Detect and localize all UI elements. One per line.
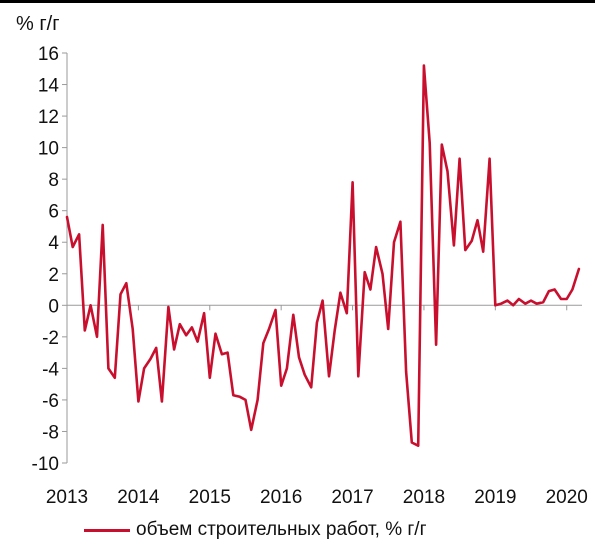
top-border xyxy=(0,0,595,3)
plot-area xyxy=(65,64,581,448)
y-tick-label: 16 xyxy=(38,44,59,65)
y-tick-label: 12 xyxy=(38,107,59,128)
y-tick-label: 10 xyxy=(38,139,59,160)
legend: объем строительных работ, % г/г xyxy=(84,518,427,542)
y-tick-label: -4 xyxy=(42,359,59,380)
y-tick-label: 8 xyxy=(48,170,59,191)
legend-line-swatch xyxy=(84,528,130,532)
y-tick-label: -10 xyxy=(32,454,59,475)
y-tick-label: -8 xyxy=(42,422,59,443)
y-tick-label: 2 xyxy=(48,265,59,286)
y-tick-label: 14 xyxy=(38,76,60,97)
y-tick-label: -6 xyxy=(42,391,59,412)
x-tick-label: 2020 xyxy=(546,487,588,508)
x-tick-label: 2018 xyxy=(403,487,445,508)
y-tick-label: 6 xyxy=(48,202,59,223)
x-tick-label: 2019 xyxy=(474,487,516,508)
series-line xyxy=(65,64,581,448)
legend-label: объем строительных работ, % г/г xyxy=(136,519,427,540)
y-axis: 16 14 12 10 8 6 4 2 0 -2 -4 -6 -8 -10 xyxy=(32,44,68,475)
x-tick-label: 2013 xyxy=(46,487,88,508)
y-tick-label: 0 xyxy=(48,296,59,317)
y-axis-label: % г/г xyxy=(16,13,60,35)
x-tick-label: 2016 xyxy=(260,487,302,508)
y-tick-label: 4 xyxy=(48,233,59,254)
x-tick-label: 2015 xyxy=(189,487,231,508)
x-tick-label: 2014 xyxy=(117,487,160,508)
x-axis: 2013 2014 2015 2016 2017 2018 2019 2020 xyxy=(46,304,588,508)
y-tick-label: -2 xyxy=(42,328,59,349)
x-tick-label: 2017 xyxy=(331,487,373,508)
